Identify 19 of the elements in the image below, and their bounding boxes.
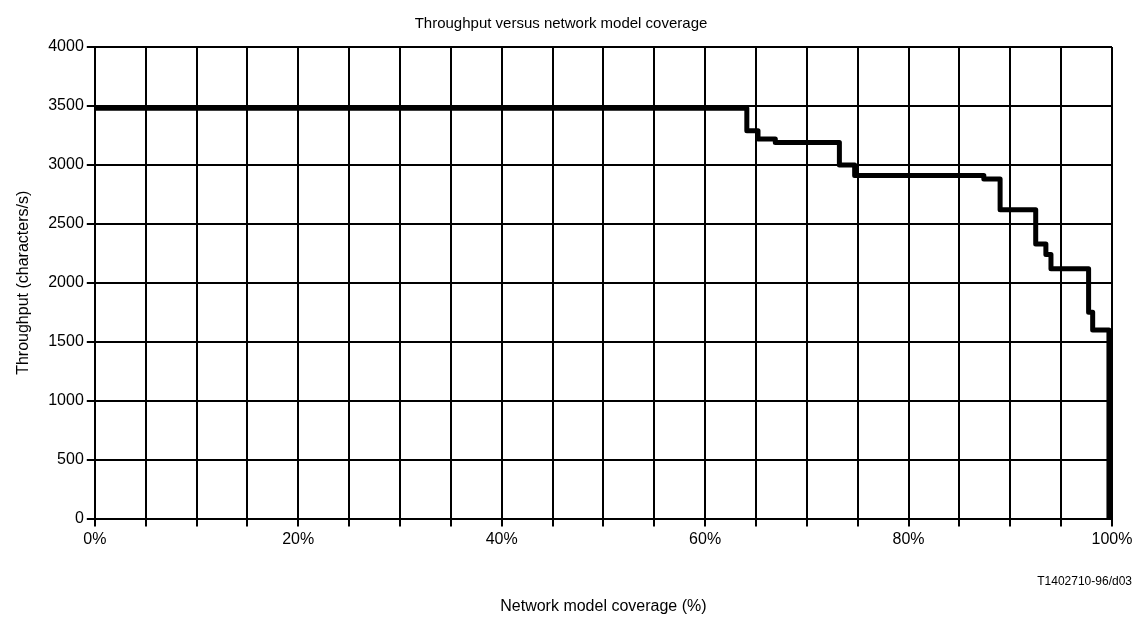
y-tick-label: 1000 — [48, 391, 84, 409]
x-tick-label: 80% — [892, 529, 925, 547]
y-tick-label: 3000 — [48, 155, 84, 173]
x-tick-label: 60% — [689, 529, 722, 547]
x-tick-label: 20% — [282, 529, 315, 547]
y-tick-label: 3500 — [48, 96, 84, 114]
x-tick-label: 40% — [485, 529, 518, 547]
y-tick-label: 0 — [74, 509, 84, 527]
y-tick-label: 1500 — [48, 332, 84, 350]
y-tick-label: 2000 — [48, 273, 84, 291]
y-tick-label: 2500 — [48, 214, 84, 232]
chart-title: Throughput versus network model coverage — [414, 14, 708, 32]
y-tick-label: 500 — [57, 450, 84, 468]
x-tick-label: 100% — [1091, 529, 1133, 547]
text: T1402710-96/d03 — [1037, 573, 1133, 588]
x-axis-title: Network model coverage (%) — [500, 596, 707, 614]
y-tick-label: 4000 — [48, 37, 84, 55]
x-tick-label: 0% — [83, 529, 107, 547]
y-axis-title: Throughput (characters/s) — [14, 190, 32, 375]
